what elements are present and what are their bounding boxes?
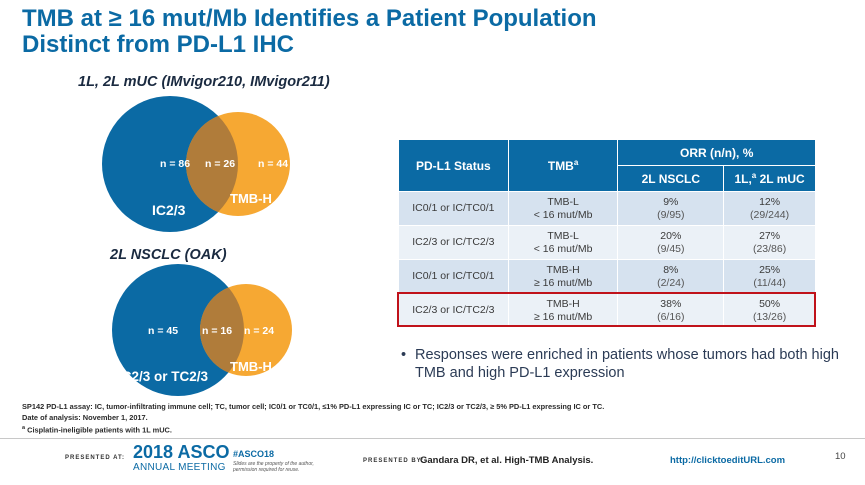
cell-tmb-class: TMB-L	[547, 229, 579, 242]
venn-bottom-heading: 2L NSCLC (OAK)	[110, 247, 227, 263]
cell-muc-n: (23/86)	[752, 242, 787, 255]
footnote-sup: a	[22, 425, 26, 431]
venn-top-heading: 1L, 2L mUC (IMvigor210, IMvigor211)	[78, 74, 330, 90]
cell-muc-n: (29/244)	[750, 208, 790, 221]
asco-name: ASCO	[177, 442, 230, 462]
cell-tmb: TMB-L < 16 mut/Mb	[507, 191, 619, 226]
slide-title-line2: Distinct from PD-L1 IHC	[22, 31, 295, 58]
cell-nsclc: 38% (6/16)	[617, 293, 725, 328]
footnotes: SP142 PD-L1 assay: IC, tumor-infiltratin…	[22, 402, 852, 436]
cell-nsclc-n: (9/45)	[657, 242, 685, 255]
header-muc-sup: a	[751, 171, 757, 180]
header-muc-prefix: 1L,	[734, 172, 752, 186]
cell-muc-n: (13/26)	[752, 310, 787, 323]
cell-muc: 27% (23/86)	[723, 225, 816, 260]
cell-nsclc-pct: 8%	[663, 263, 679, 276]
bullet-icon: •	[401, 347, 407, 363]
cell-muc: 50% (13/26)	[723, 293, 816, 328]
venn-bottom-left-label: IC2/3 or TC2/3	[118, 369, 209, 384]
cell-muc: 12% (29/244)	[723, 191, 816, 226]
slide-title-line1: TMB at ≥ 16 mut/Mb Identifies a Patient …	[22, 5, 597, 32]
cell-nsclc: 9% (9/95)	[617, 191, 725, 226]
cell-pdl1: IC0/1 or IC/TC0/1	[398, 259, 509, 294]
bullet-text: Responses were enriched in patients whos…	[415, 347, 839, 381]
header-pdl1-status: PD-L1 Status	[398, 139, 509, 192]
venn-top-left-label: IC2/3	[152, 202, 186, 218]
venn-bottom-overlap-count: n = 16	[202, 325, 232, 337]
venn-bottom-right-count: n = 24	[244, 325, 274, 337]
page-number: 10	[835, 451, 846, 462]
venn-top-overlap	[186, 112, 238, 216]
cell-muc-pct: 12%	[759, 195, 781, 208]
citation: Gandara DR, et al. High-TMB Analysis.	[420, 455, 594, 466]
cell-nsclc-pct: 38%	[660, 297, 682, 310]
cell-muc-pct: 50%	[759, 297, 781, 310]
header-mUC: 1L,a 2L mUC	[723, 165, 816, 192]
cell-tmb-threshold: ≥ 16 mut/Mb	[533, 310, 593, 323]
slide-title: TMB at ≥ 16 mut/Mb Identifies a Patient …	[22, 6, 842, 58]
header-tmb-sup: a	[573, 158, 579, 167]
highlight-box	[397, 292, 816, 327]
footer-url-link[interactable]: http://clicktoeditURL.com	[670, 455, 786, 466]
table-row: IC0/1 or IC/TC0/1 TMB-L < 16 mut/Mb 9% (9/…	[398, 191, 816, 226]
footnote-date: Date of analysis: November 1, 2017.	[22, 412, 148, 422]
venn-top-overlap-count: n = 26	[205, 158, 235, 170]
header-orr: ORR (n/n), %	[617, 139, 816, 166]
cell-pdl1: IC2/3 or IC/TC2/3	[398, 293, 509, 328]
cell-tmb-class: TMB-L	[547, 195, 579, 208]
header-2l-nsclc: 2L NSCLC	[617, 165, 725, 192]
footnote-cisplatin-text: Cisplatin-ineligible patients with 1L mU…	[25, 425, 172, 435]
presented-at-label: PRESENTED AT:	[65, 455, 126, 461]
header-tmb-text: TMB	[547, 159, 574, 173]
cell-muc-n: (11/44)	[753, 276, 786, 289]
footer-divider	[0, 438, 865, 439]
table-row-highlighted: IC2/3 or IC/TC2/3 TMB-H ≥ 16 mut/Mb 38% (6…	[398, 293, 816, 328]
cell-tmb-threshold: ≥ 16 mut/Mb	[533, 276, 593, 289]
footnote-assay: SP142 PD-L1 assay: IC, tumor-infiltratin…	[22, 402, 605, 411]
cell-tmb-class: TMB-H	[546, 263, 580, 276]
cell-nsclc-pct: 9%	[663, 195, 679, 208]
cell-nsclc: 8% (2/24)	[617, 259, 725, 294]
asco-meeting: ANNUAL MEETING	[133, 462, 226, 473]
cell-pdl1: IC2/3 or IC/TC2/3	[398, 225, 509, 260]
cell-tmb: TMB-H ≥ 16 mut/Mb	[507, 259, 619, 294]
header-muc-suffix: 2L mUC	[756, 172, 805, 186]
bullet-point: • Responses were enriched in patients wh…	[401, 346, 855, 382]
cell-muc: 25% (11/44)	[723, 259, 816, 294]
cell-tmb-threshold: < 16 mut/Mb	[533, 208, 593, 221]
cell-nsclc-n: (6/16)	[657, 310, 685, 323]
cell-tmb-threshold: < 16 mut/Mb	[533, 242, 593, 255]
cell-muc-pct: 27%	[759, 229, 781, 242]
venn-top-diagram: n = 86 n = 26 n = 44 IC2/3 TMB-H	[100, 96, 320, 236]
table-row: IC0/1 or IC/TC0/1 TMB-H ≥ 16 mut/Mb 8% (2/…	[398, 259, 816, 294]
cell-muc-pct: 25%	[759, 263, 781, 276]
venn-top-right-count: n = 44	[258, 158, 288, 170]
cell-nsclc-n: (9/95)	[657, 208, 685, 221]
venn-bottom-left-circle	[112, 264, 244, 396]
slides-note: Slides are the property of the author, p…	[233, 461, 314, 473]
venn-bottom-right-label: TMB-H	[230, 359, 272, 374]
cell-tmb-class: TMB-H	[546, 297, 580, 310]
cell-tmb: TMB-L < 16 mut/Mb	[507, 225, 619, 260]
header-tmb: TMBa	[507, 139, 619, 192]
cell-nsclc-pct: 20%	[660, 229, 682, 242]
venn-bottom-left-count: n = 45	[148, 325, 178, 337]
cell-nsclc: 20% (9/45)	[617, 225, 725, 260]
venn-bottom-diagram: n = 45 n = 16 n = 24 IC2/3 or TC2/3 TMB-…	[100, 264, 320, 404]
table-row: IC2/3 or IC/TC2/3 TMB-L < 16 mut/Mb 20% (9…	[398, 225, 816, 260]
hashtag: #ASCO18	[233, 449, 275, 459]
footnote-cisplatin: a Cisplatin-ineligible patients with 1L …	[22, 423, 852, 436]
orr-table: PD-L1 Status TMBa ORR (n/n), % 2L NSCLC …	[398, 139, 816, 328]
cell-pdl1: IC0/1 or IC/TC0/1	[398, 191, 509, 226]
cell-nsclc-n: (2/24)	[657, 276, 685, 289]
venn-top-right-label: TMB-H	[230, 191, 272, 206]
asco-logo: 2018 ASCO ANNUAL MEETING	[133, 442, 230, 473]
asco-year: 2018	[133, 442, 174, 462]
cell-tmb: TMB-H ≥ 16 mut/Mb	[507, 293, 619, 328]
presented-by-label: PRESENTED BY:	[363, 458, 425, 464]
venn-top-left-count: n = 86	[160, 158, 190, 170]
